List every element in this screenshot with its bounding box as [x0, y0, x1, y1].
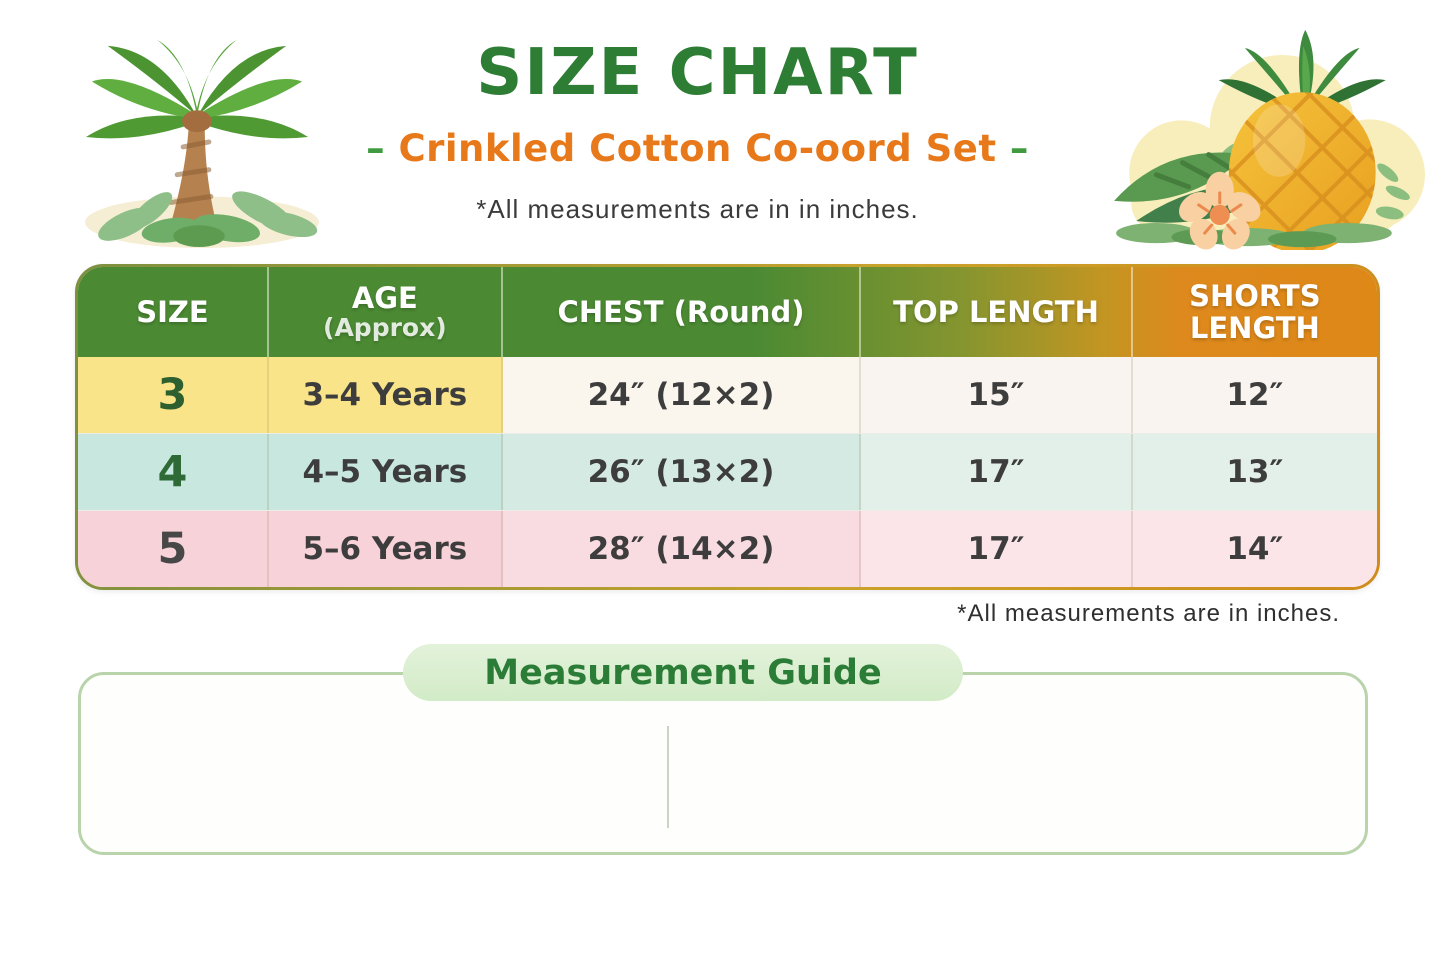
- column-header-chest-label: CHEST (Round): [557, 294, 805, 329]
- column-header-shorts-length-label: SHORTS LENGTH: [1189, 278, 1321, 345]
- age-value: 3–4 Years: [268, 357, 503, 433]
- table-row: 3 3–4 Years 24″ (12×2) 15″ 12″: [78, 357, 1377, 433]
- chest-value: 26″ (13×2): [502, 434, 862, 510]
- top-length-value: 17″: [861, 511, 1133, 587]
- product-subtitle: – Crinkled Cotton Co-oord Set –: [0, 127, 1395, 170]
- size-value: 3: [78, 357, 269, 433]
- age-value: 5–6 Years: [268, 511, 503, 587]
- column-header-chest: CHEST (Round): [503, 267, 862, 357]
- table-row: 5 5–6 Years 28″ (14×2) 17″ 14″: [78, 510, 1377, 587]
- pineapple-icon: [1114, 29, 1425, 250]
- column-header-top-length-label: TOP LENGTH: [893, 294, 1099, 329]
- column-header-size: SIZE: [78, 267, 269, 357]
- column-header-age-sub: (Approx): [323, 313, 447, 343]
- palm-tree-icon: [84, 39, 319, 249]
- subtitle-text: Crinkled Cotton Co-oord Set: [398, 127, 997, 170]
- size-value: 4: [78, 434, 269, 510]
- measurements-note-top: *All measurements are in in inches.: [476, 194, 919, 224]
- page-title: SIZE CHART: [476, 36, 919, 110]
- chest-value: 28″ (14×2): [502, 511, 862, 587]
- table-row: 4 4–5 Years 26″ (13×2) 17″ 13″: [78, 433, 1377, 510]
- size-table-inner: SIZE AGE (Approx) CHEST (Round) TOP LENGT…: [78, 267, 1377, 587]
- measurement-guide-box: Chest: Flat, armpit to armpit × 2 Top Le…: [78, 672, 1368, 855]
- table-header-row: SIZE AGE (Approx) CHEST (Round) TOP LENGT…: [78, 267, 1377, 357]
- measurement-guide-title: Measurement Guide: [484, 652, 882, 693]
- shorts-length-value: 13″: [1132, 434, 1377, 510]
- age-value: 4–5 Years: [268, 434, 503, 510]
- shorts-length-value: 12″: [1132, 357, 1377, 433]
- subtitle-dash-left: –: [366, 127, 386, 170]
- column-header-top-length: TOP LENGTH: [861, 267, 1133, 357]
- column-header-age-label: AGE: [351, 280, 418, 315]
- top-length-value: 15″: [861, 357, 1133, 433]
- size-value: 5: [78, 511, 269, 587]
- column-header-age: AGE (Approx): [269, 267, 503, 357]
- column-header-size-label: SIZE: [136, 294, 209, 329]
- size-table: SIZE AGE (Approx) CHEST (Round) TOP LENGT…: [75, 264, 1380, 590]
- column-header-shorts-length: SHORTS LENGTH: [1133, 267, 1377, 357]
- chest-value: 24″ (12×2): [502, 357, 862, 433]
- subtitle-dash-right: –: [1009, 127, 1029, 170]
- top-length-value: 17″: [861, 434, 1133, 510]
- measurements-note-bottom: *All measurements are in inches.: [957, 600, 1340, 627]
- shorts-length-value: 14″: [1132, 511, 1377, 587]
- measurement-guide-title-pill: Measurement Guide: [403, 644, 963, 701]
- guide-divider: [667, 726, 669, 828]
